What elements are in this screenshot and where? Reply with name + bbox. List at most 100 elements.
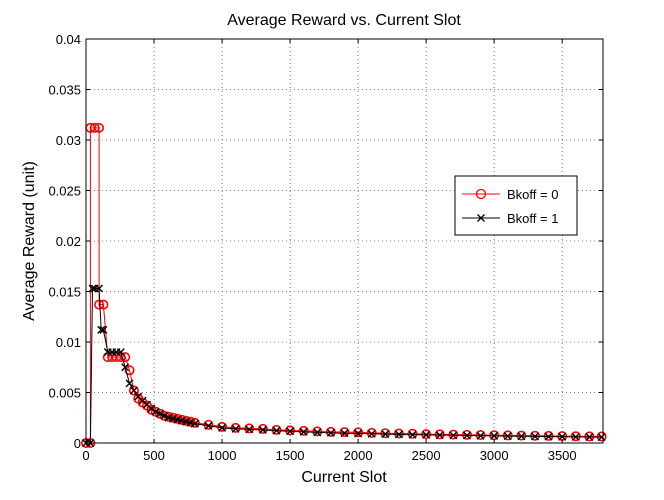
marker-stroke [558,432,567,441]
marker-stroke [116,348,125,357]
x-tick-label: 3500 [548,448,577,463]
data-point [529,430,540,441]
data-point [231,424,240,433]
marker-stroke [503,432,512,441]
marker-stroke [435,431,444,440]
data-point [88,284,97,293]
legend-label-1: Bkoff = 1 [507,211,558,226]
data-point [298,425,309,436]
data-point [448,429,459,440]
marker-stroke [138,396,147,405]
marker-stroke [326,428,335,437]
marker-stroke [125,379,134,388]
data-point [97,325,106,334]
data-point [120,352,131,363]
data-point [502,430,513,441]
data-point [354,429,363,438]
marker-stroke [394,430,403,439]
x-tick-label: 500 [143,448,165,463]
data-point [128,385,139,396]
data-point [422,430,431,439]
marker-stroke [340,429,349,438]
data-point [407,428,418,439]
y-tick-label: 0.025 [48,184,81,199]
marker-stroke [88,284,97,293]
marker-stroke [134,392,143,401]
data-point [421,429,432,440]
marker-stroke [142,400,151,409]
data-point [367,429,376,438]
data-point [543,430,554,441]
series-line-0 [86,127,602,444]
data-point [558,432,567,441]
grid [86,39,603,443]
legend-marker [475,188,487,200]
data-point [434,429,445,440]
plot-frame [85,38,604,444]
x-tick-label: 1000 [208,448,237,463]
marker-stroke [231,424,240,433]
marker-stroke [476,431,485,440]
data-point [516,430,527,441]
data-point [94,299,105,310]
data-point [393,428,404,439]
marker-stroke [129,386,138,395]
data-point [312,426,323,437]
marker-stroke [160,411,169,420]
data-point [272,426,281,435]
marker-stroke [169,414,178,423]
data-point [94,122,105,133]
marker-stroke [186,418,195,427]
marker-stroke [408,430,417,439]
data-point [585,433,594,442]
data-point [435,431,444,440]
legend-box [454,175,578,236]
marker-stroke [258,425,267,434]
y-tick-label: 0.04 [56,32,81,47]
data-point [570,431,581,442]
marker-stroke [182,417,191,426]
y-tick-label: 0.02 [56,234,81,249]
marker-stroke [245,425,254,434]
marker-stroke [190,419,199,428]
data-point [394,430,403,439]
data-point [89,122,100,133]
data-point [530,432,539,441]
marker-stroke [422,430,431,439]
data-point [230,422,241,433]
data-point [299,427,308,436]
data-point [257,423,268,434]
data-point [366,427,377,438]
x-tick-label: 2000 [344,448,373,463]
ticks-layer: 0 500 1000 1500 2000 2500 3000 3500 0 0.005 0.01 0.… [48,32,603,463]
data-point [286,427,295,436]
marker-stroke [462,431,471,440]
data-point [597,433,606,442]
marker-stroke [299,427,308,436]
y-tick-label: 0 [74,436,81,451]
marker-stroke [97,325,106,334]
data-point [476,431,485,440]
data-point [353,427,364,438]
marker-stroke [272,426,281,435]
data-point [190,419,199,428]
marker-stroke [151,407,160,416]
data-point [596,431,607,442]
x-tick-label: 1500 [276,448,305,463]
data-point [160,411,169,420]
data-point [258,425,267,434]
y-tick-label: 0.015 [48,285,81,300]
marker-stroke [517,432,526,441]
y-axis-label: Average Reward (unit) [21,161,38,321]
data-point [326,428,335,437]
marker-stroke [381,430,390,439]
marker-stroke [367,429,376,438]
data-point [95,284,104,293]
data-point [271,424,282,435]
data-point [503,432,512,441]
marker-stroke [585,433,594,442]
data-point [313,428,322,437]
series-line-1 [86,288,602,444]
data-point [116,348,125,357]
